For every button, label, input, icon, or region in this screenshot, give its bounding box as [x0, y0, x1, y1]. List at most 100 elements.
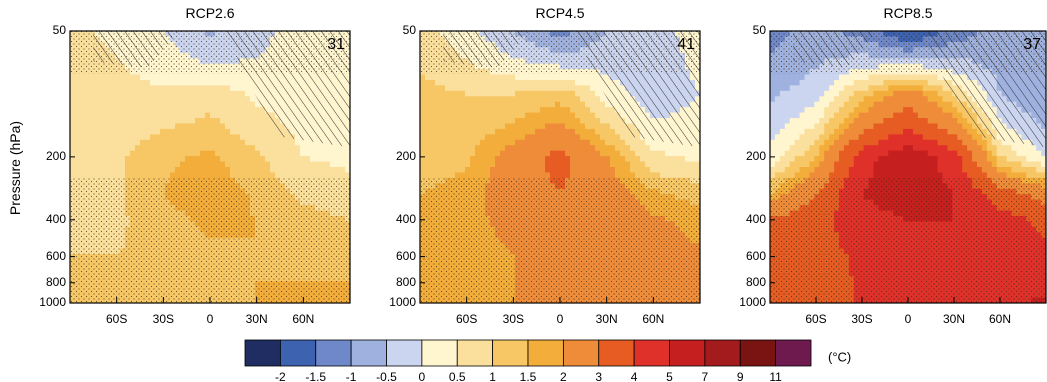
heatmap-cell [180, 145, 186, 152]
hatch-overlay [93, 31, 179, 68]
heatmap-cell [80, 112, 86, 119]
heatmap-cell [430, 123, 436, 130]
heatmap-cell [220, 128, 226, 135]
heatmap-cell [100, 139, 106, 146]
heatmap-cell [545, 118, 551, 125]
heatmap-cell [420, 107, 426, 114]
heatmap-cell [75, 161, 81, 168]
heatmap-cell [575, 145, 581, 152]
heatmap-cell [530, 112, 536, 119]
heatmap-cell [310, 161, 316, 168]
y-tick-label: 800 [46, 275, 66, 289]
heatmap-cell [230, 74, 236, 81]
heatmap-cell [155, 156, 161, 163]
heatmap-cell [575, 128, 581, 135]
heatmap-cell [220, 150, 226, 157]
heatmap-cell [560, 161, 566, 168]
heatmap-cell [130, 101, 136, 108]
heatmap-cell [465, 167, 471, 174]
heatmap-cell [170, 156, 176, 163]
heatmap-cell [335, 167, 341, 174]
heatmap-cell [165, 101, 171, 108]
heatmap-cell [470, 134, 476, 141]
heatmap-cell [145, 128, 151, 135]
heatmap-cell [165, 107, 171, 114]
heatmap-cell [140, 101, 146, 108]
heatmap-cell [435, 79, 441, 86]
heatmap-cell [180, 156, 186, 163]
heatmap-cell [230, 101, 236, 108]
heatmap-cell [605, 139, 611, 146]
heatmap-cell [200, 90, 206, 97]
heatmap-cell [185, 118, 191, 125]
heatmap-cell [265, 118, 271, 125]
heatmap-cell [425, 118, 431, 125]
heatmap-cell [135, 112, 141, 119]
heatmap-cell [675, 145, 681, 152]
heatmap-cell [445, 112, 451, 119]
heatmap-cell [615, 145, 621, 152]
heatmap-cell [260, 139, 266, 146]
heatmap-cell [75, 118, 81, 125]
heatmap-cell [205, 161, 211, 168]
heatmap-cell [255, 123, 261, 130]
heatmap-cell [185, 145, 191, 152]
heatmap-cell [320, 172, 326, 179]
heatmap-cell [85, 107, 91, 114]
heatmap-cell [280, 156, 286, 163]
heatmap-cell [135, 107, 141, 114]
heatmap-cell [100, 85, 106, 92]
heatmap-cell [590, 150, 596, 157]
heatmap-cell [540, 161, 546, 168]
heatmap-cell [515, 96, 521, 103]
heatmap-cell [160, 90, 166, 97]
heatmap-cell [440, 128, 446, 135]
heatmap-cell [425, 123, 431, 130]
heatmap-cell [295, 172, 301, 179]
heatmap-cell [550, 118, 556, 125]
heatmap-cell [110, 74, 116, 81]
heatmap-cell [605, 172, 611, 179]
heatmap-cell [90, 161, 96, 168]
heatmap-cell [115, 123, 121, 130]
heatmap-cell [120, 118, 126, 125]
heatmap-cell [440, 96, 446, 103]
heatmap-cell [95, 139, 101, 146]
heatmap-cell [180, 150, 186, 157]
heatmap-cell [430, 101, 436, 108]
heatmap-cell [130, 139, 136, 146]
heatmap-cell [245, 139, 251, 146]
heatmap-cell [580, 172, 586, 179]
heatmap-cell [685, 145, 691, 152]
heatmap-cell [225, 74, 231, 81]
heatmap-cell [180, 123, 186, 130]
heatmap-cell [150, 112, 156, 119]
heatmap-cell [95, 128, 101, 135]
heatmap-cell [540, 134, 546, 141]
heatmap-cell [585, 107, 591, 114]
heatmap-cell [465, 145, 471, 152]
heatmap-cell [260, 172, 266, 179]
heatmap-cell [605, 101, 611, 108]
heatmap-cell [115, 118, 121, 125]
heatmap-cell [160, 123, 166, 130]
heatmap-cell [545, 139, 551, 146]
heatmap-cell [125, 167, 131, 174]
heatmap-cell [145, 172, 151, 179]
heatmap-cell [305, 172, 311, 179]
heatmap-cell [535, 79, 541, 86]
heatmap-cell [435, 139, 441, 146]
heatmap-cell [75, 172, 81, 179]
heatmap-cell [465, 101, 471, 108]
heatmap-cell [560, 123, 566, 130]
heatmap-cell [160, 139, 166, 146]
heatmap-cell [205, 112, 211, 119]
heatmap-cell [495, 167, 501, 174]
heatmap-cell [155, 118, 161, 125]
heatmap-cell [635, 167, 641, 174]
heatmap-cell [310, 150, 316, 157]
heatmap-cell [600, 145, 606, 152]
heatmap-cell [490, 167, 496, 174]
heatmap-cell [200, 96, 206, 103]
